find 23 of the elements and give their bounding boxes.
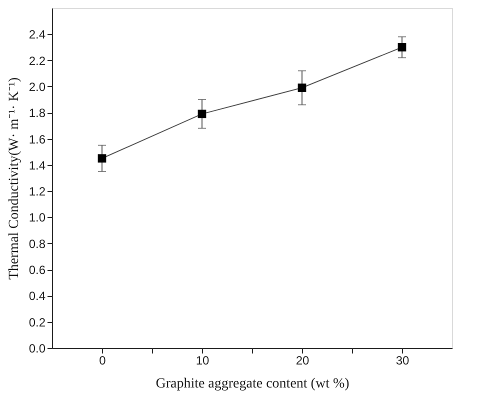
point [298,84,306,92]
y-tick-label: 1.0 [28,210,46,225]
x-tick-label: 30 [396,354,410,368]
y-tick-label: 2.4 [28,28,46,42]
y-tick-label: 0.4 [28,289,46,304]
y-axis-title: Thermal Conductivity(W· m⁻¹· K⁻¹) [6,77,22,280]
point [98,154,106,163]
y-tick-label: 1.6 [28,132,46,146]
y-tick-label: 2.0 [28,80,46,94]
point [398,43,406,52]
x-axis-title: Graphite aggregate content (wt %) [156,376,350,392]
y-tick-label: 0.8 [28,236,46,251]
x-tick-label: 0 [99,354,106,368]
y-tick-label: 1.4 [28,158,46,172]
y-tick-label: 2.2 [28,54,46,68]
y-tick-label: 1.2 [28,184,46,199]
x-tick-label: 10 [196,354,210,368]
y-tick-label: 0.6 [28,263,46,278]
point [198,110,206,118]
y-tick-label: 0.2 [28,315,46,330]
x-tick-label: 20 [296,354,310,368]
y-tick-label: 0.0 [28,342,46,356]
y-tick-label: 1.8 [28,106,46,120]
